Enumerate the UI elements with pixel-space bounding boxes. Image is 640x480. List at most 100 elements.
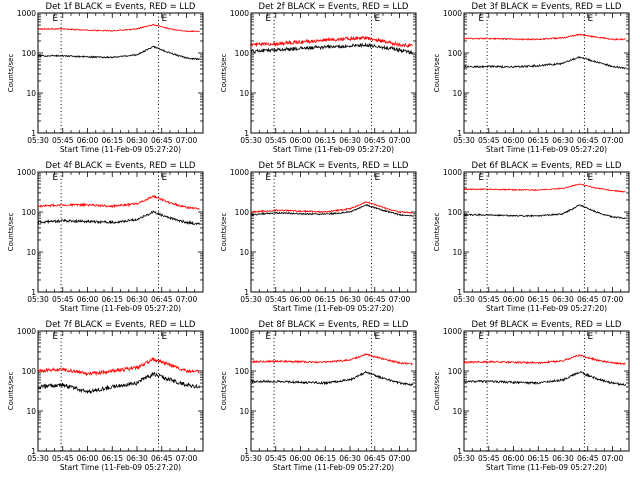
panel-det-5: Det 5f BLACK = Events, RED = LLD 1 10 100 10… — [220, 161, 417, 313]
events-series-line — [250, 42, 414, 55]
y-tick-label: 10 — [26, 407, 36, 416]
x-axis: 05:30 05:45 06:00 06:15 06:30 06:45 07:00 — [27, 331, 204, 463]
panel-det-2: Det 2f BLACK = Events, RED = LLD 1 10 100 10… — [220, 2, 417, 154]
y-axis-label: Counts/sec — [433, 54, 441, 93]
x-tick-label: 06:30 — [552, 295, 574, 304]
y-tick-label: 100 — [448, 49, 463, 58]
x-tick-label: 05:30 — [240, 454, 262, 463]
event-marker-label: E — [161, 173, 167, 183]
y-tick-label: 1 — [244, 288, 249, 297]
x-tick-label: 06:00 — [77, 295, 99, 304]
x-tick-label: 05:30 — [453, 454, 475, 463]
x-tick-label: 06:00 — [290, 136, 312, 145]
event-marker-label: E — [265, 14, 271, 24]
events-series-line — [250, 370, 414, 387]
event-marker-label: E — [52, 332, 58, 342]
panel-title: Det 9f BLACK = Events, RED = LLD — [472, 320, 622, 330]
y-tick-label: 100 — [448, 367, 463, 376]
y-tick-label: 1 — [31, 129, 36, 138]
x-tick-label: 06:30 — [552, 454, 574, 463]
y-axis-label: Counts/sec — [7, 213, 15, 252]
y-tick-label: 1 — [31, 288, 36, 297]
y-tick-label: 1000 — [17, 168, 36, 177]
x-tick-label: 06:15 — [314, 454, 336, 463]
panel-title: Det 2f BLACK = Events, RED = LLD — [259, 2, 409, 12]
events-series-line — [463, 370, 627, 386]
y-tick-label: 1 — [457, 288, 462, 297]
x-tick-label: 05:45 — [52, 295, 74, 304]
plot-frame — [37, 171, 204, 293]
y-axis-label: Counts/sec — [7, 54, 15, 93]
y-axis: 1 10 100 1000 — [17, 9, 203, 138]
x-tick-label: 06:00 — [77, 454, 99, 463]
x-tick-label: 07:00 — [389, 136, 411, 145]
panel-title: Det 5f BLACK = Events, RED = LLD — [259, 161, 409, 171]
y-axis: 1 10 100 1000 — [443, 327, 629, 456]
event-marker-label: E — [374, 332, 380, 342]
x-tick-label: 05:45 — [265, 454, 287, 463]
x-tick-label: 06:15 — [314, 136, 336, 145]
y-tick-label: 100 — [235, 49, 250, 58]
lld-series-line — [37, 23, 200, 33]
y-tick-label: 1000 — [230, 9, 249, 18]
x-tick-label: 06:00 — [503, 295, 525, 304]
x-axis: 05:30 05:45 06:00 06:15 06:30 06:45 07:00 — [240, 13, 417, 145]
y-tick-label: 10 — [239, 248, 249, 257]
y-tick-label: 1000 — [443, 168, 462, 177]
panel-title: Det 8f BLACK = Events, RED = LLD — [259, 320, 409, 330]
x-tick-label: 07:00 — [389, 295, 411, 304]
events-series-line — [463, 56, 627, 70]
event-marker-label: E — [52, 173, 58, 183]
plot-frame — [250, 171, 417, 293]
x-tick-label: 06:00 — [503, 454, 525, 463]
y-axis: 1 10 100 1000 — [17, 168, 203, 297]
x-tick-label: 05:45 — [478, 454, 500, 463]
event-marker-label: E — [374, 14, 380, 24]
x-axis: 05:30 05:45 06:00 06:15 06:30 06:45 07:00 — [240, 331, 417, 463]
x-tick-label: 05:30 — [240, 295, 262, 304]
panel-det-8: Det 8f BLACK = Events, RED = LLD 1 10 100 10… — [220, 320, 417, 472]
x-tick-label: 05:30 — [453, 136, 475, 145]
y-tick-label: 1 — [244, 129, 249, 138]
y-tick-label: 1000 — [17, 9, 36, 18]
x-axis-label: Start Time (11-Feb-09 05:27:20) — [273, 145, 394, 154]
x-axis-label: Start Time (11-Feb-09 05:27:20) — [273, 304, 394, 313]
x-tick-label: 05:45 — [478, 295, 500, 304]
x-tick-label: 07:00 — [602, 454, 624, 463]
y-tick-label: 10 — [239, 407, 249, 416]
y-tick-label: 1 — [31, 447, 36, 456]
x-tick-label: 05:30 — [27, 454, 49, 463]
event-marker-label: E — [52, 14, 58, 24]
x-axis: 05:30 05:45 06:00 06:15 06:30 06:45 07:00 — [240, 172, 417, 304]
events-series-line — [37, 210, 201, 226]
x-tick-label: 06:30 — [126, 136, 148, 145]
x-tick-label: 06:45 — [577, 295, 599, 304]
x-tick-label: 06:15 — [101, 454, 123, 463]
y-axis-label: Counts/sec — [220, 213, 228, 252]
event-marker-label: E — [478, 173, 484, 183]
x-tick-label: 07:00 — [389, 454, 411, 463]
panel-det-4: Det 4f BLACK = Events, RED = LLD 1 10 100 10… — [7, 161, 204, 313]
events-series-line — [37, 371, 201, 394]
x-axis: 05:30 05:45 06:00 06:15 06:30 06:45 07:00 — [27, 13, 204, 145]
x-axis: 05:30 05:45 06:00 06:15 06:30 06:45 07:00 — [453, 172, 630, 304]
x-tick-label: 06:15 — [101, 295, 123, 304]
x-axis-label: Start Time (11-Feb-09 05:27:20) — [60, 304, 181, 313]
x-tick-label: 07:00 — [176, 454, 198, 463]
event-marker-label: E — [265, 332, 271, 342]
event-marker-label: E — [587, 173, 593, 183]
y-tick-label: 100 — [448, 208, 463, 217]
y-axis-label: Counts/sec — [220, 54, 228, 93]
x-axis: 05:30 05:45 06:00 06:15 06:30 06:45 07:00 — [453, 13, 630, 145]
x-tick-label: 06:15 — [527, 136, 549, 145]
x-tick-label: 07:00 — [602, 136, 624, 145]
y-tick-label: 10 — [26, 89, 36, 98]
x-tick-label: 06:45 — [151, 136, 173, 145]
panel-det-3: Det 3f BLACK = Events, RED = LLD 1 10 100 10… — [433, 2, 630, 154]
y-axis: 1 10 100 1000 — [230, 327, 416, 456]
x-tick-label: 05:30 — [27, 295, 49, 304]
y-tick-label: 1 — [457, 129, 462, 138]
events-series-line — [37, 45, 201, 61]
x-axis-label: Start Time (11-Feb-09 05:27:20) — [486, 463, 607, 472]
x-tick-label: 05:45 — [265, 295, 287, 304]
